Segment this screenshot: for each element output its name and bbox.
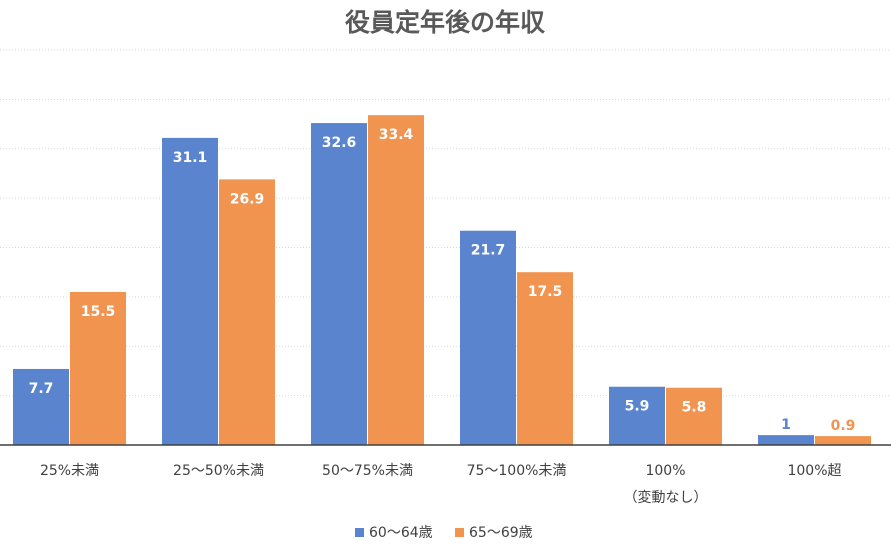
bar xyxy=(758,435,814,445)
data-label: 0.9 xyxy=(831,418,856,434)
x-tick-label: 25%未満 xyxy=(40,463,99,479)
bar xyxy=(13,368,69,445)
legend-label: 65〜69歳 xyxy=(469,525,533,541)
x-tick-label: 25〜50%未満 xyxy=(173,463,264,479)
x-tick-label: 100% xyxy=(645,463,685,479)
data-label: 5.9 xyxy=(625,399,650,415)
data-label: 21.7 xyxy=(471,243,506,259)
bar xyxy=(219,179,275,446)
data-label: 1 xyxy=(781,417,791,433)
bar xyxy=(460,230,516,445)
data-label: 17.5 xyxy=(528,284,563,300)
bar xyxy=(368,115,424,446)
data-label: 33.4 xyxy=(379,127,414,143)
data-label: 31.1 xyxy=(173,150,208,166)
legend-swatch xyxy=(455,528,464,537)
x-tick-label: 100%超 xyxy=(787,463,841,479)
x-tick-label: 75〜100%未満 xyxy=(467,463,567,479)
data-label: 7.7 xyxy=(29,381,54,397)
data-label: 26.9 xyxy=(230,191,265,207)
data-label: 32.6 xyxy=(322,135,357,151)
x-tick-label: （変動なし） xyxy=(624,489,708,506)
chart-title: 役員定年後の年収 xyxy=(345,8,546,37)
bar xyxy=(815,436,871,445)
bars: 7.7 15.5 31.1 26.9 32.6 33.4 21.7 17.5 5.9 5.8 1 0.… xyxy=(13,115,871,446)
legend-swatch xyxy=(355,528,364,537)
legend: 60〜64歳 65〜69歳 xyxy=(355,525,533,541)
gridlines xyxy=(0,49,891,397)
data-label: 5.8 xyxy=(682,400,707,416)
legend-label: 60〜64歳 xyxy=(369,525,433,541)
data-label: 15.5 xyxy=(81,304,116,320)
bar xyxy=(609,386,665,445)
bar xyxy=(517,272,573,445)
bar xyxy=(666,387,722,445)
bar xyxy=(311,123,367,445)
bar xyxy=(162,137,218,445)
bar xyxy=(70,291,126,445)
x-tick-label: 50〜75%未満 xyxy=(322,463,413,479)
x-tick-labels: 25%未満 25〜50%未満 50〜75%未満 75〜100%未満 100% （変動なし）… xyxy=(40,463,842,506)
